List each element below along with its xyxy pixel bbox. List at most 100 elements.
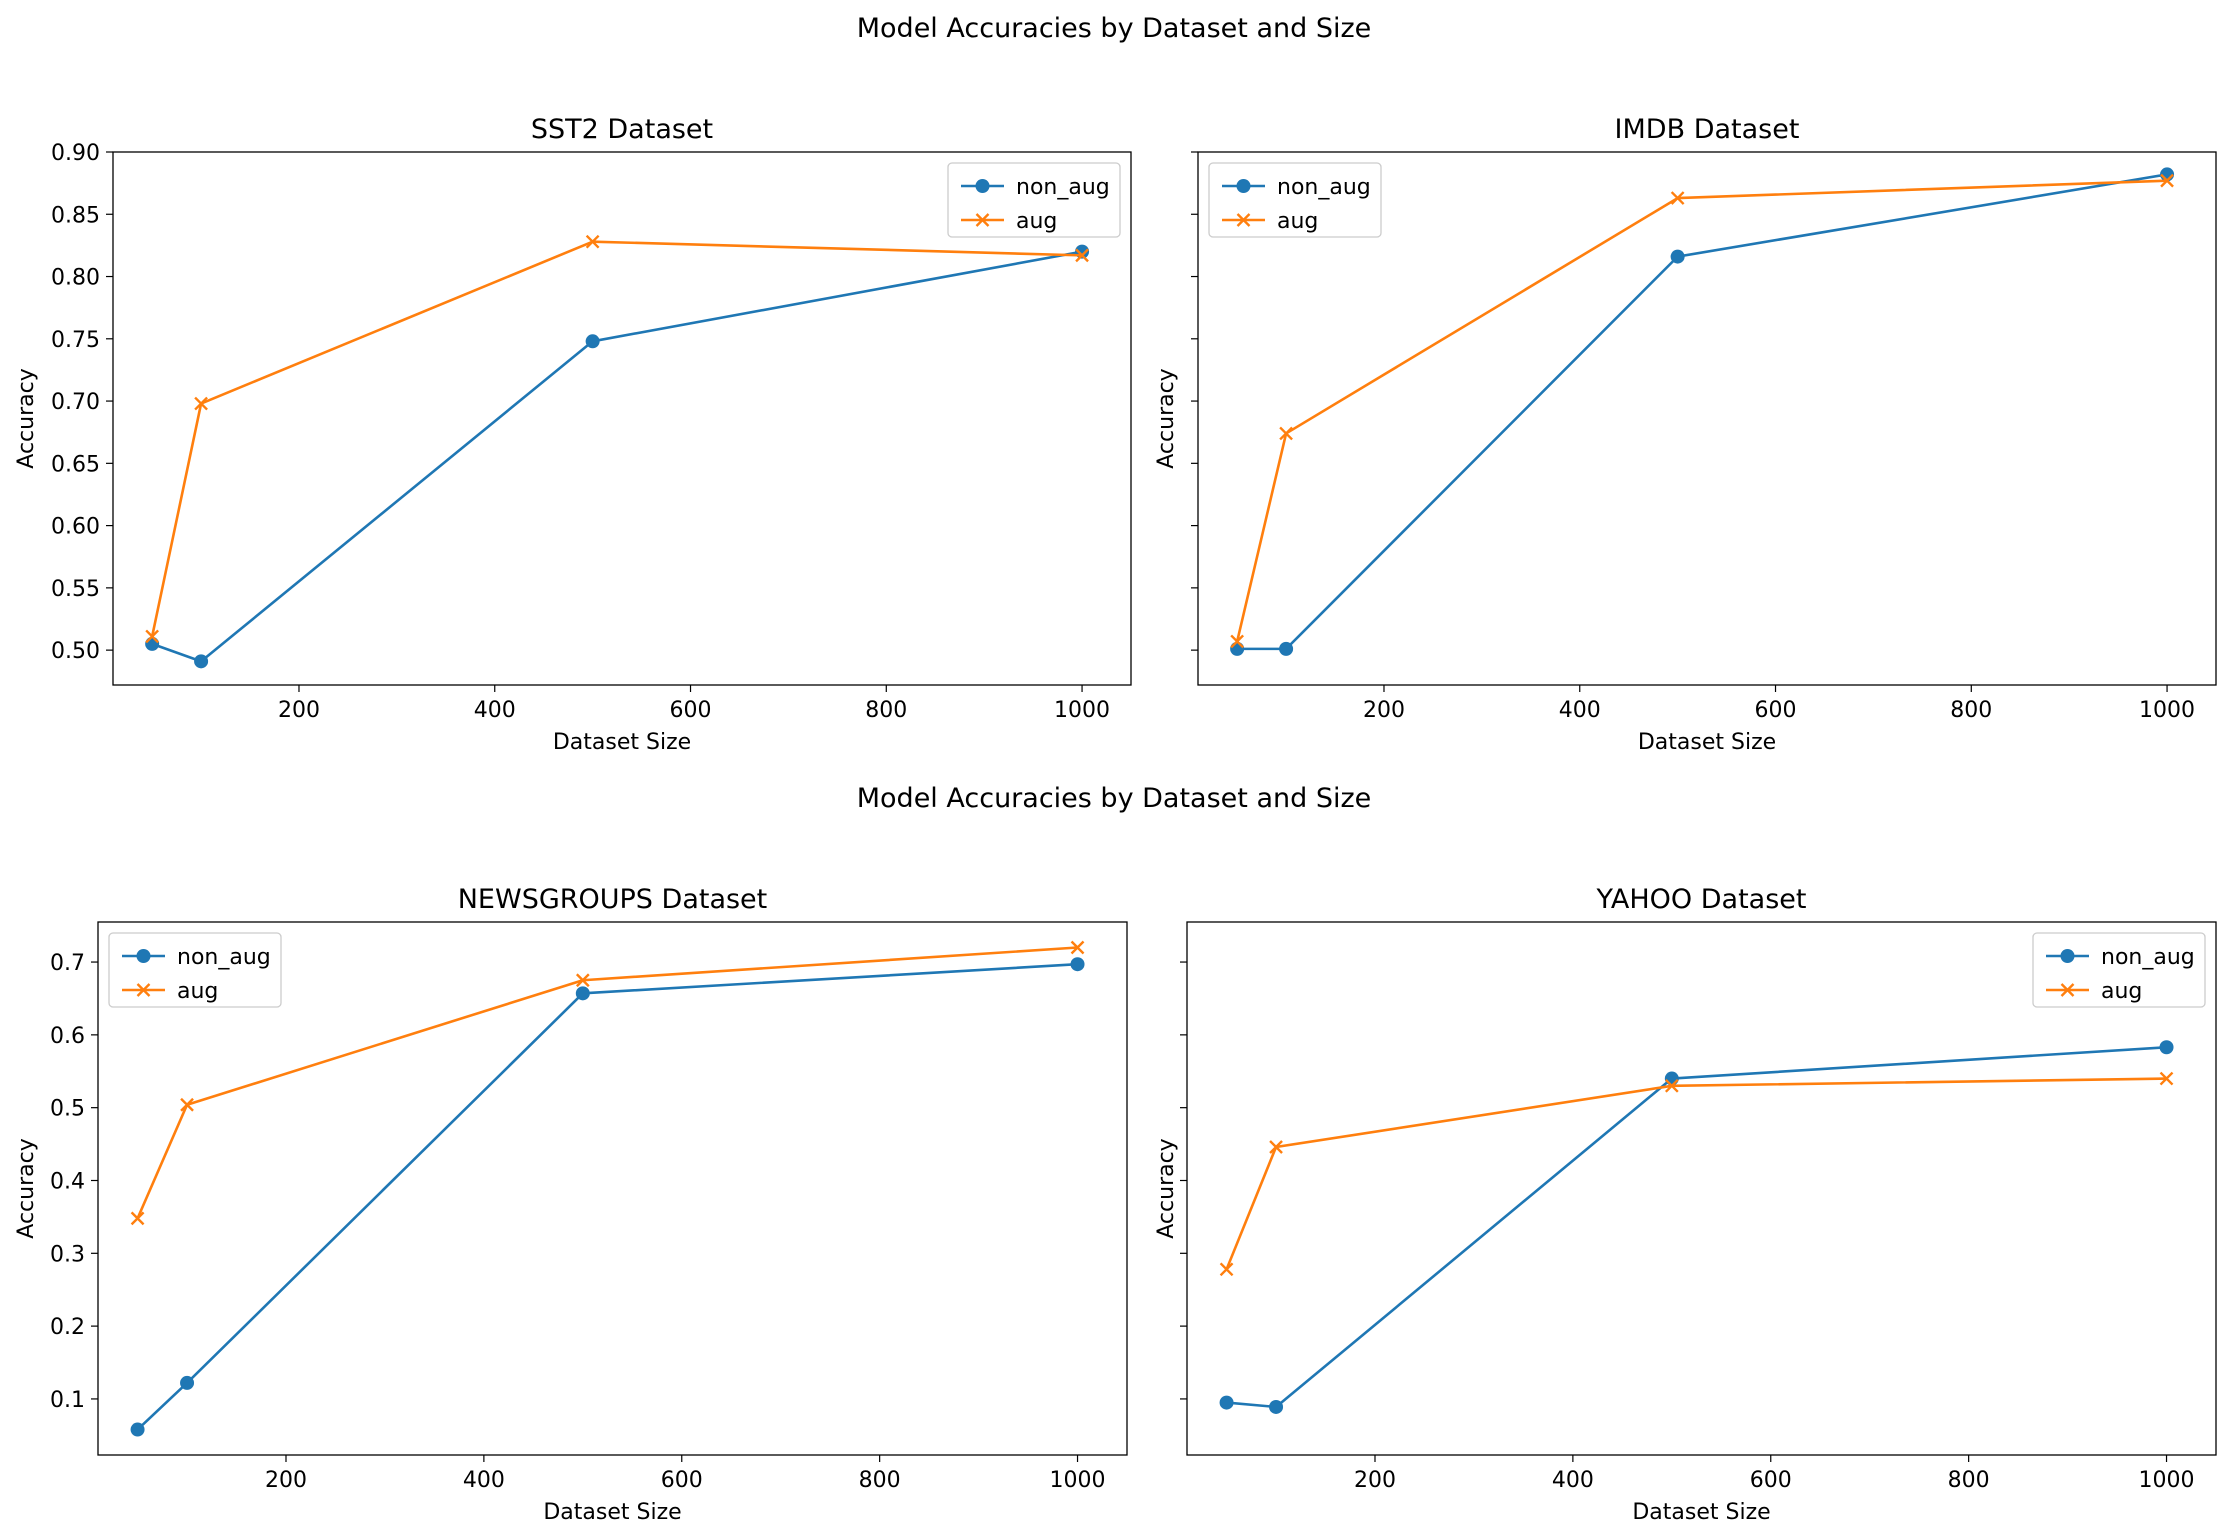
plot-frame: [112, 151, 1132, 686]
x-tick-label: 600: [670, 698, 712, 723]
data-point-non_aug: [575, 986, 590, 1001]
chart-title: YAHOO Dataset: [1596, 884, 1807, 915]
series-line-non_aug: [151, 250, 1083, 663]
data-point-aug: [1075, 248, 1089, 263]
plot-frame: [1197, 151, 2217, 686]
legend-marker-aug: [975, 213, 990, 227]
legend-label-non_aug: non_aug: [2101, 945, 2195, 970]
data-point-non_aug: [180, 1375, 195, 1390]
data-point-non_aug: [1070, 957, 1085, 972]
data-point-aug: [585, 234, 600, 249]
x-axis-label: Dataset Size: [1638, 730, 1776, 755]
y-tick-label: 0.6: [50, 1024, 85, 1049]
legend-box: [947, 162, 1121, 238]
subplot-2: IMDB Dataset 200 400 600 800 1000 Dataset Size…: [1154, 114, 2217, 755]
legend-box: [108, 932, 282, 1008]
y-tick-label: 0.90: [51, 141, 100, 166]
data-point-aug: [1070, 940, 1085, 955]
y-tick-label: 0.3: [50, 1242, 85, 1267]
y-tick-label: 0.50: [51, 639, 100, 664]
series-line-non_aug: [136, 962, 1078, 1431]
legend-label-non_aug: non_aug: [1016, 175, 1110, 200]
data-point-aug: [1670, 191, 1685, 205]
series-line-non_aug: [1237, 173, 2168, 651]
data-point-aug: [194, 396, 208, 411]
legend-label-non_aug: non_aug: [1277, 175, 1371, 200]
x-tick-label: 400: [1552, 1468, 1594, 1493]
data-point-non_aug: [1219, 1395, 1234, 1410]
y-tick-label: 0.7: [50, 951, 85, 976]
plot-frame: [97, 921, 1128, 1456]
plot-frame: [1186, 921, 2217, 1456]
legend-box: [1208, 162, 1382, 238]
legend-marker-aug: [1236, 213, 1251, 227]
x-tick-label: 1000: [2139, 1468, 2195, 1493]
x-axis-label: Dataset Size: [543, 1500, 681, 1525]
x-tick-label: 200: [1363, 698, 1405, 723]
y-axis-label: Accuracy: [1154, 368, 1179, 468]
data-point-aug: [145, 629, 160, 644]
data-point-aug: [130, 1211, 145, 1226]
series-line-aug: [136, 946, 1078, 1219]
x-tick-label: 800: [1950, 698, 1992, 723]
data-point-non_aug: [130, 1422, 145, 1437]
y-axis-label: Accuracy: [1154, 1138, 1179, 1238]
y-tick-label: 0.60: [51, 515, 100, 540]
data-point-non_aug: [2159, 1040, 2174, 1055]
data-point-non_aug: [1269, 1399, 1284, 1414]
data-point-aug: [2160, 173, 2174, 188]
y-tick-label: 0.85: [51, 203, 100, 228]
data-point-aug: [1230, 634, 1244, 649]
chart-title: SST2 Dataset: [531, 114, 713, 145]
x-tick-label: 200: [278, 698, 320, 723]
data-point-aug: [1279, 426, 1293, 441]
x-tick-label: 200: [1354, 1468, 1396, 1493]
x-tick-label: 200: [265, 1468, 307, 1493]
suptitle-top: Model Accuracies by Dataset and Size: [857, 13, 1372, 44]
x-tick-label: 1000: [2139, 698, 2195, 723]
chart-title: IMDB Dataset: [1615, 114, 1800, 145]
x-tick-label: 400: [474, 698, 516, 723]
data-point-non_aug: [1670, 249, 1685, 264]
legend-marker-aug: [2060, 983, 2075, 997]
y-tick-label: 0.4: [50, 1169, 85, 1194]
x-tick-label: 600: [1755, 698, 1797, 723]
data-point-aug: [1269, 1140, 1283, 1154]
data-point-non_aug: [1279, 641, 1294, 656]
x-tick-label: 400: [1559, 698, 1601, 723]
data-point-non_aug: [585, 334, 600, 349]
chart-title: NEWSGROUPS Dataset: [458, 884, 768, 915]
legend-label-aug: aug: [177, 979, 218, 1004]
y-tick-label: 0.2: [50, 1315, 85, 1340]
data-point-aug: [180, 1097, 194, 1112]
y-axis-label: Accuracy: [14, 1138, 39, 1238]
legend-marker-non_aug: [1236, 179, 1251, 193]
x-tick-label: 400: [463, 1468, 505, 1493]
x-tick-label: 800: [1948, 1468, 1990, 1493]
x-tick-label: 800: [859, 1468, 901, 1493]
data-point-non_aug: [1664, 1071, 1679, 1086]
y-tick-label: 0.5: [50, 1097, 85, 1122]
y-tick-label: 0.1: [50, 1388, 85, 1413]
subplot-3: NEWSGROUPS Dataset 200 400 600 800 1000 0.1 0.2…: [14, 884, 1128, 1525]
legend-label-non_aug: non_aug: [177, 945, 271, 970]
data-point-non_aug: [194, 654, 209, 669]
y-tick-label: 0.70: [51, 390, 100, 415]
x-tick-label: 600: [1750, 1468, 1792, 1493]
data-point-aug: [575, 973, 590, 988]
subplot-1: SST2 Dataset 200 400 600 800 1000 0.50 0.55 0.60…: [14, 114, 1132, 755]
subplot-4: YAHOO Dataset 200 400 600 800 1000 Dataset Siz…: [1154, 884, 2217, 1525]
series-line-aug: [150, 240, 1083, 637]
legend-label-aug: aug: [1277, 209, 1318, 234]
legend-box: [2032, 932, 2206, 1008]
x-axis-label: Dataset Size: [1632, 1500, 1770, 1525]
x-tick-label: 800: [865, 698, 907, 723]
x-axis-label: Dataset Size: [553, 730, 691, 755]
data-point-aug: [1664, 1078, 1679, 1093]
data-point-non_aug: [1230, 641, 1245, 656]
legend-marker-aug: [136, 983, 151, 997]
series-line-non_aug: [1226, 1045, 2167, 1409]
